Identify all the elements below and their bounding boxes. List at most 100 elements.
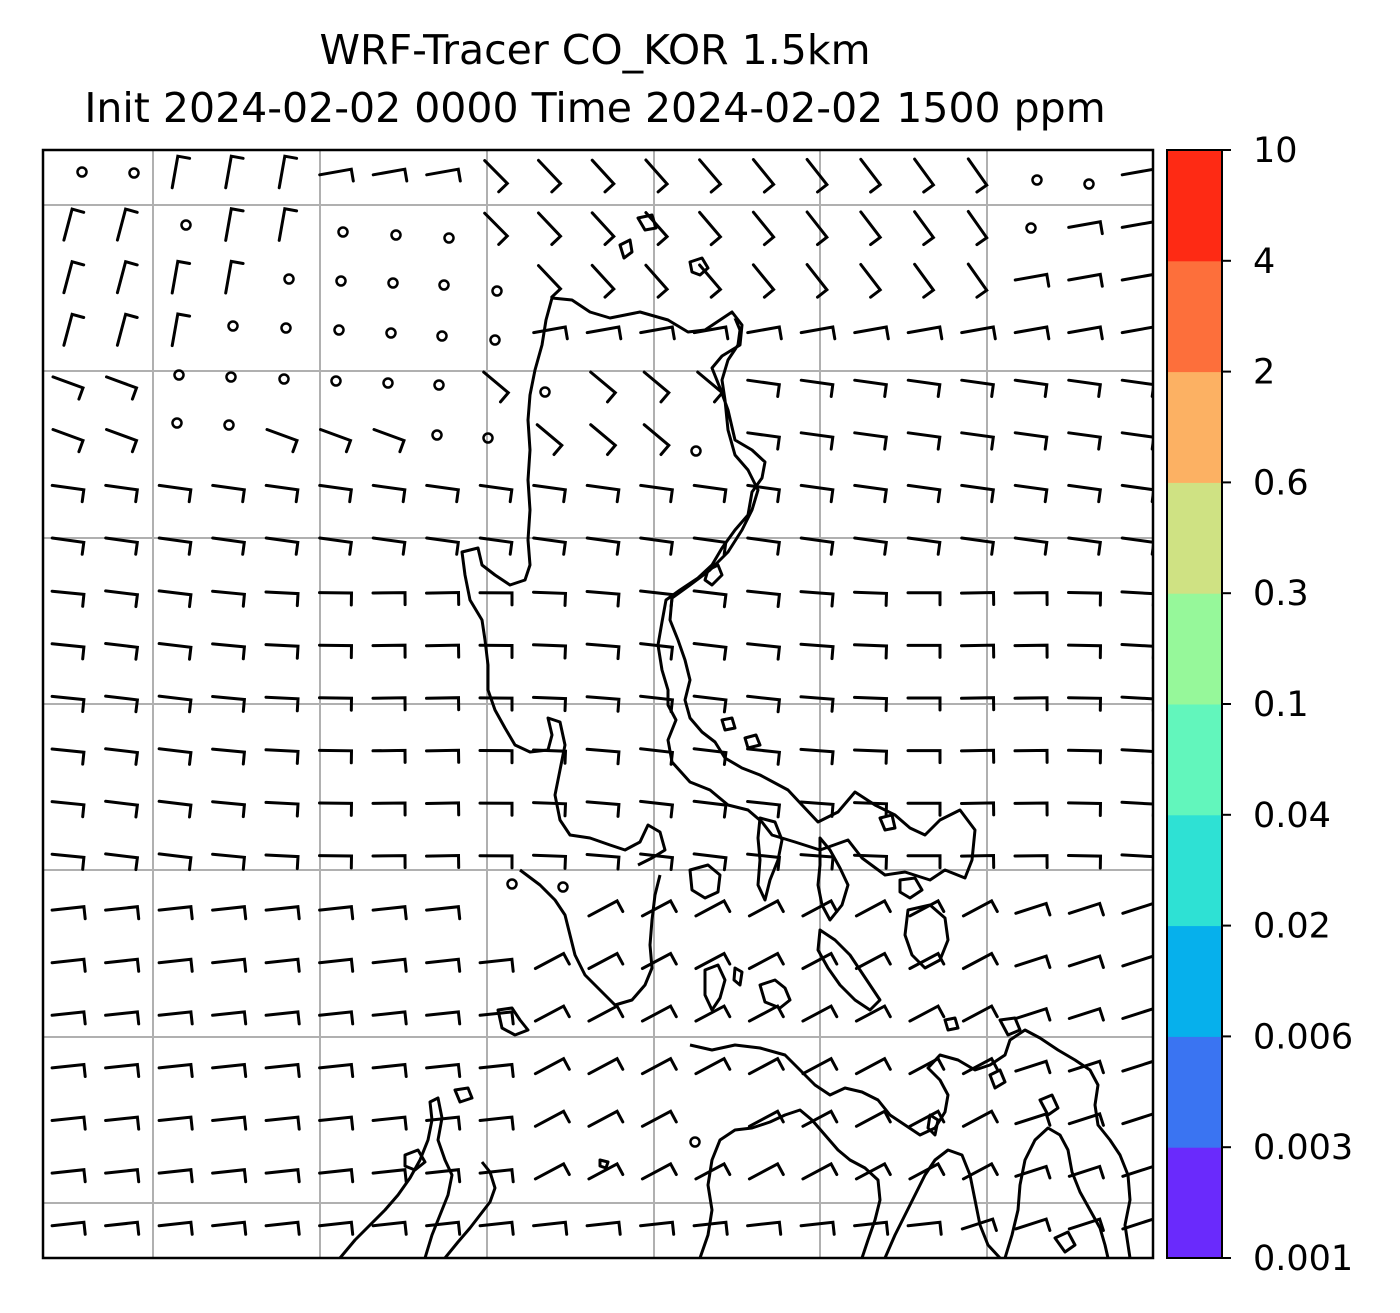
wind-barb (371, 1220, 408, 1236)
wind-barb (373, 1275, 406, 1287)
map-title-line-1: WRF-Tracer CO_KOR 1.5km (319, 26, 871, 74)
wind-barb (587, 1056, 625, 1076)
wind-barb (425, 590, 461, 606)
wind-barb (320, 1275, 353, 1287)
colorbar-ticks: 0.001 0.003 0.006 0.02 0.04 0.1 0.3 0.6 2 4 10 (1222, 131, 1353, 1279)
wind-barb (1120, 695, 1153, 713)
wind-barb (264, 800, 300, 818)
wind-barb (50, 1062, 87, 1078)
wind-barb (1120, 800, 1153, 818)
wind-barb (1121, 954, 1153, 968)
wind-barb (1120, 273, 1153, 282)
wind-barb (104, 694, 140, 714)
colorbar-tick-label: 0.1 (1253, 685, 1309, 725)
wind-barb (50, 642, 86, 661)
wind-barb (157, 536, 193, 556)
wind-barb (1014, 1112, 1052, 1127)
wind-barb (746, 747, 782, 766)
wind-barb (644, 211, 670, 246)
calm-wind-marker (1031, 174, 1043, 186)
island-21 (1038, 1093, 1060, 1117)
wind-barb (211, 536, 246, 556)
wind-barb (644, 263, 670, 299)
wind-barb (106, 1275, 139, 1287)
wind-barb (371, 1168, 408, 1184)
wind-barb (698, 158, 723, 194)
wind-barb (478, 957, 515, 973)
wind-barb (1120, 853, 1153, 871)
wind-barb (589, 370, 618, 404)
wind-barb (157, 483, 193, 504)
calm-wind-marker (443, 232, 455, 244)
wind-barb (1120, 325, 1153, 335)
wind-barb (906, 483, 942, 504)
colorbar-block (1167, 371, 1222, 483)
wind-barb (425, 1115, 462, 1131)
wind-barb (1067, 1112, 1105, 1127)
calm-wind-marker (227, 320, 239, 332)
wind-barb (104, 852, 140, 872)
wind-barb (692, 852, 728, 872)
wind-barb (1067, 272, 1104, 288)
wind-barb (318, 1062, 355, 1078)
calm-wind-marker (491, 285, 503, 297)
wind-barb (50, 1168, 87, 1184)
island-12 (720, 716, 737, 732)
wind-barb (482, 370, 511, 404)
wind-barb (104, 1220, 141, 1236)
wind-barb (692, 747, 728, 766)
wind-barb (318, 483, 353, 504)
wind-barb (211, 695, 247, 713)
wind-barb (425, 167, 462, 183)
wind-barb (641, 1275, 674, 1287)
wind-barb (854, 951, 892, 970)
island-16 (943, 1016, 960, 1032)
wind-barb (318, 167, 355, 183)
wind-barb (966, 157, 989, 194)
colorbar-tick-label: 0.6 (1253, 463, 1309, 503)
wind-barb (318, 801, 354, 817)
wind-barb (746, 589, 782, 608)
wind-barb (211, 905, 248, 921)
wind-barb (104, 1115, 141, 1131)
wind-barb (639, 536, 674, 556)
wind-barb (639, 747, 675, 766)
wind-barb (1067, 378, 1102, 398)
wind-barb (747, 951, 785, 970)
wind-barb (1121, 1059, 1153, 1073)
wind-barb (961, 951, 999, 970)
wind-barb (224, 154, 245, 190)
wind-barb (224, 259, 245, 295)
wind-barb (478, 536, 514, 556)
island-23 (756, 816, 784, 902)
wind-barb (913, 157, 936, 194)
wind-barb (746, 325, 783, 341)
wind-barb (318, 748, 354, 765)
wind-barb (854, 1004, 892, 1023)
wind-barb (1014, 1164, 1052, 1180)
wind-barb (960, 325, 997, 341)
wind-barb (746, 800, 782, 819)
wind-barb (264, 483, 300, 504)
wind-barb (371, 1010, 408, 1026)
wind-barb (50, 905, 87, 921)
wind-barb (694, 1056, 732, 1076)
wind-barb (1013, 748, 1049, 764)
wind-barb (62, 259, 86, 295)
calm-wind-marker (1083, 178, 1095, 190)
wind-barb (371, 591, 407, 607)
wind-barb (908, 1275, 941, 1287)
wind-barb (52, 1275, 85, 1287)
calm-wind-marker (436, 330, 448, 342)
wind-barb (692, 1220, 729, 1236)
wind-barb (157, 1220, 194, 1236)
wind-barb (1067, 801, 1103, 817)
wind-barb (746, 642, 782, 661)
wind-barb (533, 1004, 571, 1023)
wind-barb (264, 643, 300, 660)
wind-barb (587, 951, 625, 970)
wind-barb (747, 1056, 785, 1076)
wind-barb (1121, 901, 1153, 915)
wind-barb (962, 1272, 996, 1283)
wind-barb (746, 536, 781, 556)
